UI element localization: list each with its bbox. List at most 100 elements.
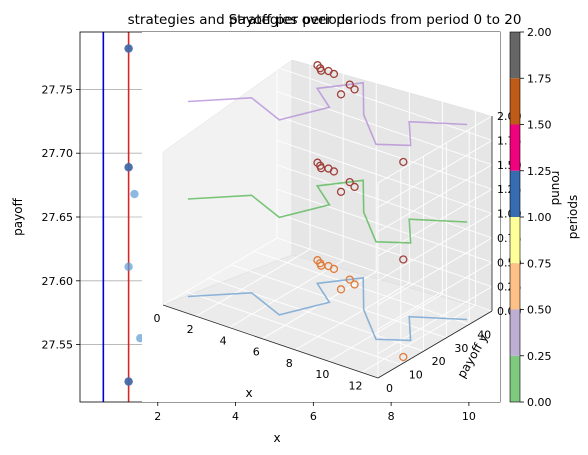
x-tick-label: 6 bbox=[310, 410, 317, 423]
x-tick-label: 8 bbox=[286, 357, 293, 370]
gridline bbox=[276, 188, 493, 263]
series-marker bbox=[350, 85, 359, 94]
x-tick-label: 12 bbox=[348, 379, 362, 392]
y-tick-label: 27.70 bbox=[42, 147, 74, 160]
series-marker bbox=[399, 157, 408, 167]
highlighted-point bbox=[124, 163, 133, 172]
series-marker bbox=[313, 61, 322, 70]
gridline bbox=[377, 237, 493, 306]
3d-gridlines bbox=[162, 42, 493, 379]
x-tick-label: 8 bbox=[388, 410, 395, 423]
gridline bbox=[276, 42, 493, 117]
3d-x-axis-label: x bbox=[245, 386, 252, 400]
series-marker bbox=[336, 285, 346, 294]
gridline bbox=[377, 139, 493, 208]
x-tick-label: 2 bbox=[154, 410, 161, 423]
colorbar-ticks: 0.00 0.25 0.50 0.75 1.00 1.25 1.50 1.75 2.00 bbox=[520, 26, 552, 409]
gridline bbox=[377, 261, 493, 330]
x-axis-edge bbox=[162, 304, 379, 379]
colorbar-segment bbox=[510, 78, 520, 125]
colorbar-segment bbox=[510, 124, 520, 171]
gridline bbox=[377, 164, 493, 233]
series-marker bbox=[336, 187, 346, 196]
left-title: strategies and payoff per periods bbox=[128, 12, 353, 28]
left-y-axis-label: payoff bbox=[11, 197, 25, 235]
y-tick-label: 40 bbox=[477, 328, 491, 341]
y-tick-label: 27.55 bbox=[42, 339, 74, 352]
series-line bbox=[187, 179, 468, 244]
gridline bbox=[377, 115, 493, 184]
x-tick-label: 4 bbox=[220, 334, 227, 347]
3d-title: Strategies over periods from period 0 to… bbox=[229, 12, 522, 28]
series-line bbox=[187, 276, 468, 342]
colorbar-tick-label: 0.00 bbox=[527, 396, 552, 409]
colorbar-tick-label: 0.50 bbox=[527, 304, 552, 317]
highlighted-point bbox=[124, 377, 133, 386]
colorbar-tick-label: 1.75 bbox=[527, 72, 552, 85]
highlighted-point bbox=[124, 44, 133, 53]
series-marker bbox=[345, 275, 354, 284]
colorbar-tick-label: 0.75 bbox=[527, 257, 552, 270]
colorbar-tick-label: 1.50 bbox=[527, 119, 552, 132]
colorbar-segment bbox=[510, 170, 520, 217]
gridline bbox=[276, 237, 493, 312]
gridline bbox=[295, 282, 410, 351]
colorbar-tick-label: 2.00 bbox=[527, 26, 552, 39]
series-marker bbox=[313, 158, 322, 167]
reference-lines bbox=[102, 32, 130, 402]
series-marker bbox=[345, 80, 354, 89]
gridline bbox=[231, 264, 447, 339]
x-tick-label: 4 bbox=[232, 410, 239, 423]
gridline bbox=[195, 248, 311, 317]
y-tick-label: 27.65 bbox=[42, 211, 74, 224]
gridline bbox=[185, 291, 401, 366]
gridline bbox=[276, 213, 493, 288]
series-marker bbox=[399, 255, 408, 264]
gridline bbox=[276, 140, 493, 214]
x-tick-label: 6 bbox=[253, 346, 260, 359]
gridline bbox=[254, 250, 470, 325]
x-tick-label: 2 bbox=[187, 323, 194, 336]
3d-axis-edges bbox=[162, 116, 493, 379]
series-marker bbox=[350, 280, 359, 289]
series-marker bbox=[345, 177, 354, 187]
y-tick-label: 27.60 bbox=[42, 275, 74, 288]
colorbar-segment bbox=[510, 32, 520, 79]
series-marker bbox=[336, 90, 346, 99]
series-marker bbox=[399, 352, 408, 362]
gridline bbox=[361, 304, 476, 373]
colorbar-segment bbox=[510, 263, 520, 310]
y-tick-label: 10 bbox=[409, 369, 423, 382]
y-tick-label: 27.75 bbox=[42, 83, 74, 96]
series-marker bbox=[329, 69, 339, 79]
gridline bbox=[276, 115, 493, 190]
scatter-point bbox=[124, 262, 133, 271]
series-marker bbox=[350, 182, 359, 192]
y-tick-label: 30 bbox=[454, 342, 468, 355]
gridline bbox=[377, 213, 493, 281]
series-line bbox=[187, 81, 468, 147]
gridline bbox=[276, 66, 493, 141]
series-marker bbox=[313, 256, 322, 265]
gridline bbox=[162, 237, 278, 306]
y-tick-label: 0 bbox=[386, 382, 393, 395]
x-tick-label: 0 bbox=[154, 312, 161, 325]
x-tick-label: 10 bbox=[462, 410, 476, 423]
colorbar: 0.00 0.25 0.50 0.75 1.00 1.25 1.50 1.75 2.00 per… bbox=[509, 26, 580, 409]
colorbar-segment bbox=[510, 355, 520, 402]
y-ticks: 27.55 27.60 27.65 27.70 27.75 bbox=[42, 83, 80, 352]
colorbar-tick-label: 0.25 bbox=[527, 350, 552, 363]
gridline bbox=[377, 188, 493, 257]
gridline bbox=[377, 286, 493, 355]
colorbar-segments bbox=[510, 32, 520, 402]
colorbar-tick-label: 1.25 bbox=[527, 165, 552, 178]
series-marker bbox=[329, 264, 339, 274]
left-x-axis-label: x bbox=[273, 431, 280, 445]
y-tick-label: 20 bbox=[432, 355, 446, 368]
3d-z-axis-label: round bbox=[549, 171, 563, 206]
colorbar-segment bbox=[510, 217, 520, 264]
y-axis-edge bbox=[377, 310, 493, 379]
colorbar-tick-label: 1.00 bbox=[527, 211, 552, 224]
